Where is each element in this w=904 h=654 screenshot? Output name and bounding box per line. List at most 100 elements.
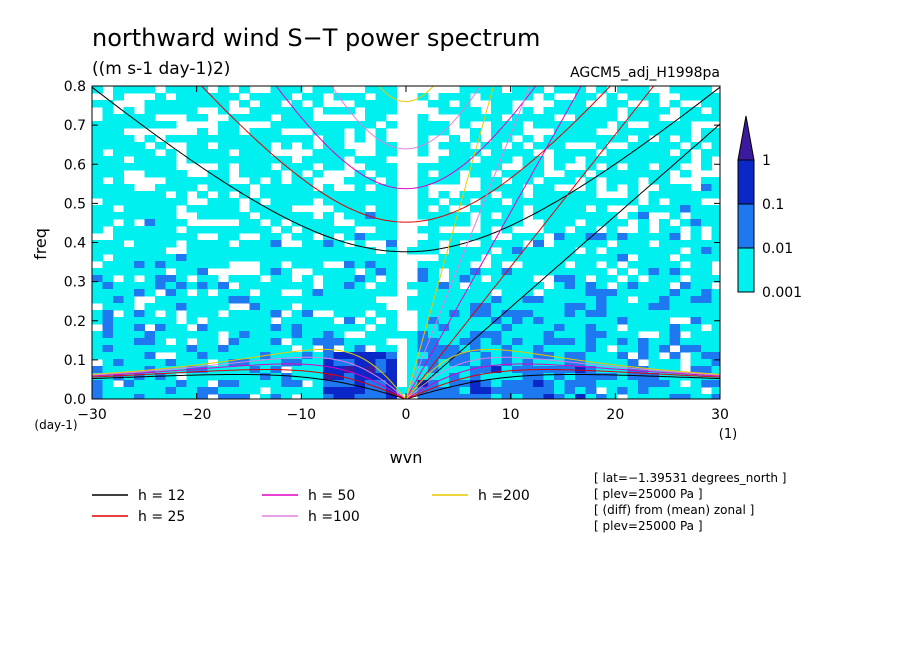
heatmap-cell <box>344 338 355 346</box>
heatmap-cell <box>459 338 471 346</box>
heatmap-cell <box>155 359 166 367</box>
heatmap-cell <box>375 107 387 115</box>
heatmap-cell <box>302 177 313 185</box>
heatmap-cell <box>659 387 670 395</box>
heatmap-cell <box>302 93 313 101</box>
rossby-curve <box>92 363 720 399</box>
heatmap-cell <box>638 303 649 311</box>
heatmap-cell <box>312 387 324 395</box>
heatmap-cell <box>113 114 124 122</box>
heatmap-cell <box>701 212 712 220</box>
heatmap-cell <box>659 261 670 269</box>
heatmap-cell <box>186 380 198 388</box>
heatmap-cell <box>302 135 313 143</box>
heatmap-cell <box>680 240 691 248</box>
heatmap-cell <box>417 338 429 346</box>
heatmap-cell <box>113 177 124 185</box>
heatmap-cell <box>323 198 334 206</box>
heatmap-cell <box>218 387 229 395</box>
heatmap-cell <box>648 303 660 311</box>
heatmap-cell <box>564 303 576 311</box>
heatmap-cell <box>386 121 397 129</box>
heatmap-cell <box>375 128 387 136</box>
heatmap-cell <box>365 100 376 108</box>
heatmap-cell <box>533 261 544 269</box>
heatmap-cell <box>606 394 618 399</box>
heatmap-cell <box>669 142 681 150</box>
heatmap-cell <box>165 254 177 262</box>
heatmap-cell <box>564 345 576 353</box>
heatmap-cell <box>375 93 387 101</box>
heatmap-cell <box>491 121 502 129</box>
heatmap-cell <box>449 394 460 399</box>
heatmap-cell <box>407 338 418 346</box>
rossby-curve <box>92 374 720 399</box>
heatmap-cell <box>386 275 397 283</box>
heatmap-cell <box>690 324 702 332</box>
heatmap-cell <box>501 135 513 143</box>
heatmap-cell <box>197 303 208 311</box>
heatmap-cell <box>627 261 639 269</box>
heatmap-cell <box>323 240 334 248</box>
heatmap-cell <box>533 156 544 164</box>
heatmap-cell <box>102 282 114 290</box>
heatmap-cell <box>543 135 555 143</box>
heatmap-cell <box>207 240 219 248</box>
heatmap-cell <box>365 352 376 360</box>
heatmap-cell <box>501 100 513 108</box>
heatmap-cell <box>312 338 324 346</box>
heatmap-cell <box>270 135 282 143</box>
heatmap-cell <box>648 233 660 241</box>
heatmap-cell <box>249 310 261 318</box>
heatmap-cell <box>480 177 492 185</box>
heatmap-cell <box>480 366 492 374</box>
heatmap-cell <box>428 226 439 234</box>
heatmap-cell <box>522 156 534 164</box>
heatmap-cell <box>417 177 429 185</box>
heatmap-cell <box>291 135 303 143</box>
heatmap-cell <box>617 345 628 353</box>
heatmap-cell <box>291 296 303 304</box>
heatmap-cell <box>155 163 166 171</box>
heatmap-cell <box>354 184 366 192</box>
heatmap-cell <box>92 296 103 304</box>
heatmap-cell <box>228 247 240 255</box>
heatmap-cell <box>459 233 471 241</box>
heatmap-cell <box>186 177 198 185</box>
heatmap-cell <box>186 149 198 157</box>
heatmap-cell <box>113 366 124 374</box>
heatmap-cell <box>690 359 702 367</box>
heatmap-cell <box>155 394 166 399</box>
heatmap-cell <box>270 247 282 255</box>
heatmap-cell <box>249 93 261 101</box>
heatmap-cell <box>375 373 387 381</box>
heatmap-cell <box>480 142 492 150</box>
heatmap-cell <box>176 380 187 388</box>
heatmap-cell <box>606 177 618 185</box>
heatmap-cell <box>585 212 597 220</box>
heatmap-cell <box>522 373 534 381</box>
heatmap-cell <box>144 219 156 227</box>
heatmap-cell <box>596 345 607 353</box>
heatmap-cell <box>197 212 208 220</box>
heatmap-cell <box>491 282 502 290</box>
heatmap-cell <box>312 121 324 129</box>
heatmap-cell <box>375 352 387 360</box>
heatmap-cell <box>354 359 366 367</box>
heatmap-cell <box>711 184 720 192</box>
heatmap-cell <box>659 142 670 150</box>
heatmap-cell <box>228 135 240 143</box>
info-line: [ plev=25000 Pa ] <box>594 519 703 533</box>
heatmap-cell <box>449 107 460 115</box>
heatmap-cell <box>459 275 471 283</box>
heatmap-cell <box>438 170 450 178</box>
heatmap-cell <box>365 387 376 395</box>
heatmap-cell <box>648 177 660 185</box>
heatmap-cell <box>113 93 124 101</box>
heatmap-cell <box>155 268 166 276</box>
heatmap-cell <box>680 310 691 318</box>
heatmap-cell <box>522 107 534 115</box>
heatmap-cell <box>92 191 103 199</box>
heatmap-cell <box>365 275 376 283</box>
heatmap-cell <box>669 324 681 332</box>
